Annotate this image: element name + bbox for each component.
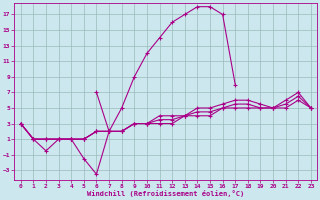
X-axis label: Windchill (Refroidissement éolien,°C): Windchill (Refroidissement éolien,°C) — [87, 190, 244, 197]
